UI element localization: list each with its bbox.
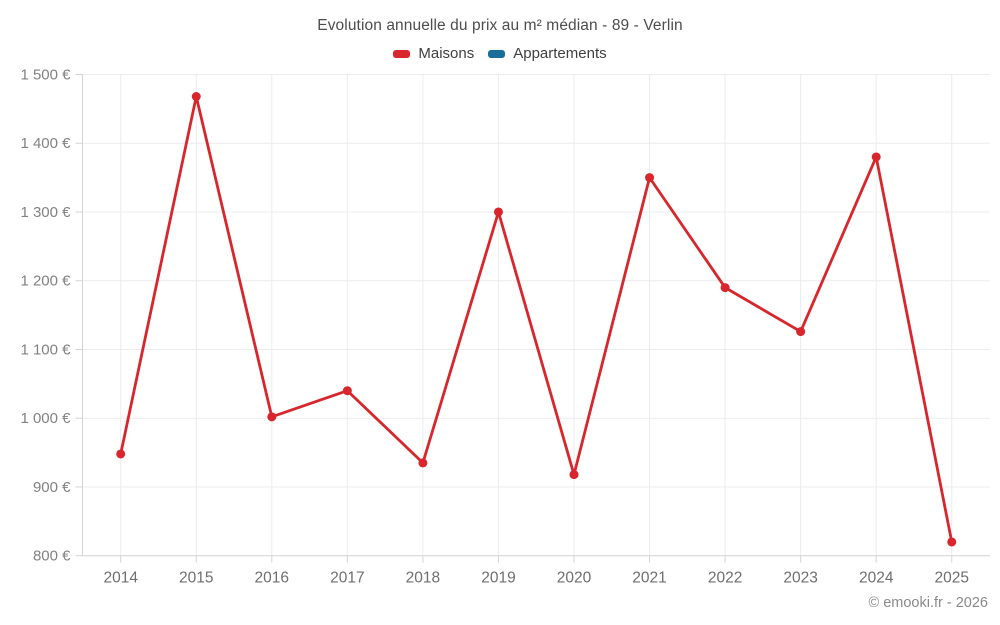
data-point-maisons-2015[interactable] <box>191 91 201 101</box>
legend-item-appartements[interactable]: Appartements <box>488 45 607 62</box>
gridlines <box>82 74 990 556</box>
data-point-maisons-2022[interactable] <box>720 283 730 293</box>
x-tick-label: 2025 <box>935 570 969 587</box>
x-tick-label: 2019 <box>481 570 515 587</box>
data-point-maisons-2019[interactable] <box>493 207 503 217</box>
series-lines <box>116 91 957 547</box>
x-tick-label: 2016 <box>255 570 289 587</box>
y-tick-label: 900 € <box>33 479 71 496</box>
data-point-maisons-2016[interactable] <box>267 412 277 422</box>
chart-legend: Maisons Appartements <box>0 45 1000 62</box>
y-tick-label: 1 400 € <box>20 135 71 152</box>
y-tick-label: 800 € <box>33 548 71 565</box>
y-tick-label: 1 500 € <box>20 67 71 84</box>
x-tick-label: 2015 <box>179 570 213 587</box>
appartements-series-swatch-icon <box>488 49 506 58</box>
x-tick-label: 2021 <box>632 570 666 587</box>
x-tick-label: 2020 <box>557 570 592 587</box>
y-tick-label: 1 300 € <box>20 204 71 221</box>
data-point-maisons-2017[interactable] <box>342 386 352 396</box>
data-point-maisons-2023[interactable] <box>796 327 806 337</box>
y-tick-label: 1 100 € <box>20 341 71 358</box>
data-point-maisons-2018[interactable] <box>418 458 428 468</box>
x-tick-label: 2022 <box>708 570 742 587</box>
data-point-maisons-2025[interactable] <box>947 537 957 547</box>
data-point-maisons-2020[interactable] <box>569 470 579 480</box>
chart-title: Evolution annuelle du prix au m² médian … <box>317 17 683 34</box>
data-point-maisons-2014[interactable] <box>116 449 126 459</box>
legend-label-appartements: Appartements <box>513 45 607 62</box>
axis-labels: 800 € 900 € 1 000 € 1 100 € 1 200 € 1 300 € 1 … <box>20 67 969 587</box>
x-tick-label: 2018 <box>406 570 440 587</box>
legend-item-maisons[interactable]: Maisons <box>393 45 474 62</box>
x-tick-label: 2014 <box>103 570 138 587</box>
data-point-maisons-2024[interactable] <box>871 152 881 162</box>
x-tick-label: 2024 <box>859 570 894 587</box>
data-point-maisons-2021[interactable] <box>645 173 655 183</box>
maisons-series-swatch-icon <box>393 49 411 58</box>
legend-label-maisons: Maisons <box>418 45 475 62</box>
axes <box>75 74 990 563</box>
x-tick-label: 2023 <box>783 570 817 587</box>
y-tick-label: 1 200 € <box>20 273 71 290</box>
x-tick-label: 2017 <box>330 570 364 587</box>
copyright-text: © emooki.fr - 2026 <box>868 595 988 611</box>
series-line-maisons <box>119 95 954 544</box>
y-tick-label: 1 000 € <box>20 410 71 427</box>
